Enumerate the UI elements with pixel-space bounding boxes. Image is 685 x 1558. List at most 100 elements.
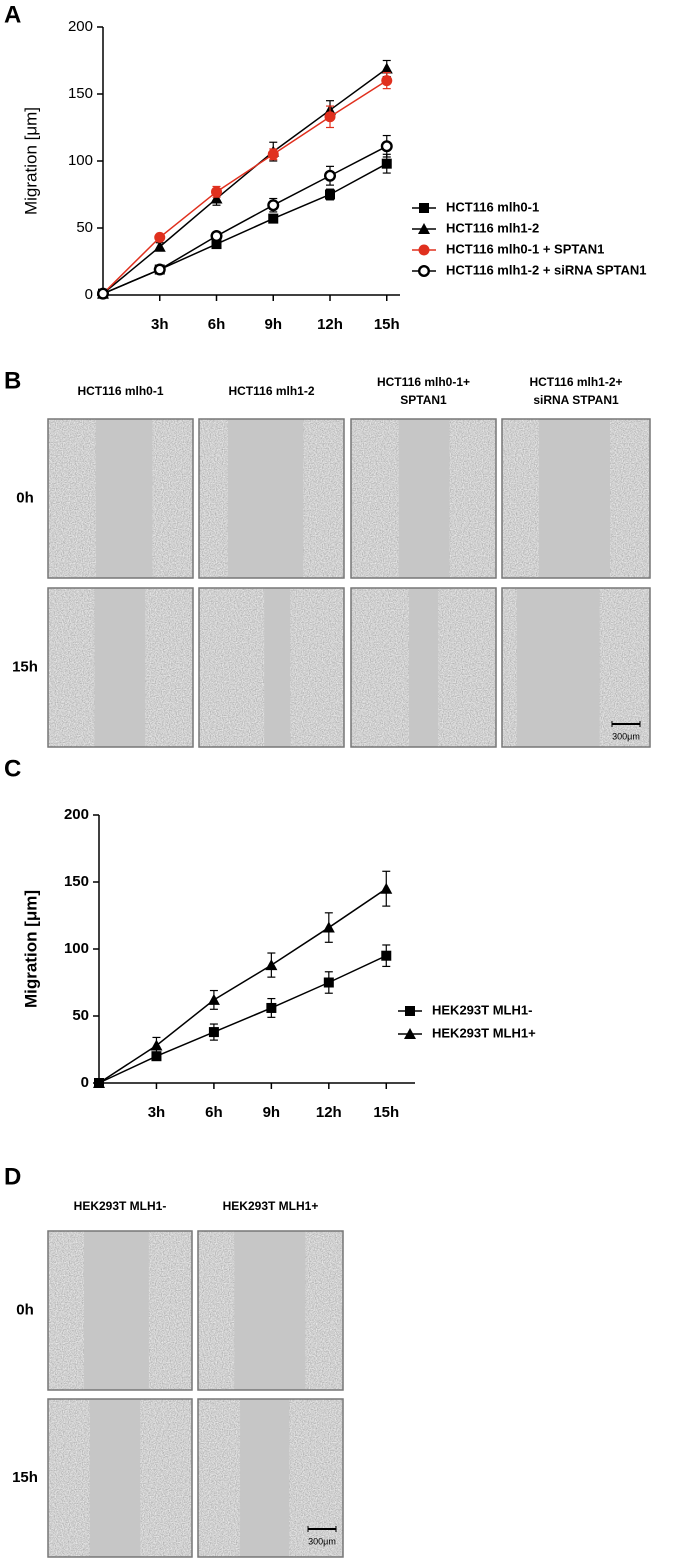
y-tick-label: 150 — [64, 873, 89, 890]
wound-gap — [516, 588, 600, 747]
row-label: 0h — [16, 489, 34, 506]
micrograph-frame — [47, 418, 194, 579]
micrograph-frame — [198, 587, 345, 748]
x-tick-label: 3h — [148, 1104, 166, 1121]
y-tick-label: 50 — [76, 219, 93, 236]
panel-label: B — [4, 367, 21, 394]
data-point — [153, 263, 166, 276]
micrograph-frame — [350, 418, 497, 579]
legend-marker — [418, 244, 430, 256]
micrograph-frame — [198, 418, 345, 579]
data-point — [208, 1027, 219, 1038]
x-tick-label: 6h — [208, 316, 226, 333]
column-header: HCT116 mlh0-1+ — [377, 375, 470, 389]
legend-marker — [418, 265, 431, 278]
column-header: HCT116 mlh1-2 — [228, 384, 314, 398]
micrograph-frame — [47, 1230, 193, 1391]
data-point — [211, 239, 222, 250]
x-tick-label: 9h — [264, 316, 282, 333]
data-point — [210, 230, 223, 243]
panel-label: A — [4, 1, 21, 28]
legend-label: HCT116 mlh1-2 — [446, 220, 539, 235]
wound-gap — [539, 419, 611, 578]
data-point — [267, 148, 279, 160]
y-tick-label: 100 — [64, 940, 89, 957]
micrograph-frame — [47, 587, 194, 748]
x-tick-label: 15h — [374, 316, 400, 333]
data-point — [154, 231, 166, 243]
y-axis-label: Migration [μm] — [21, 107, 40, 215]
micrograph-frame — [350, 587, 497, 748]
wound-gap — [228, 419, 304, 578]
wound-gap — [264, 588, 291, 747]
data-point — [381, 950, 392, 961]
series-line — [102, 145, 388, 295]
micrograph-frame — [501, 418, 651, 579]
data-point — [380, 140, 393, 153]
legend-marker — [404, 1028, 416, 1039]
y-tick-label: 100 — [68, 152, 93, 169]
x-tick-label: 12h — [316, 1104, 342, 1121]
panel-label: D — [4, 1163, 21, 1190]
wound-gap — [84, 1231, 149, 1390]
data-point — [265, 959, 278, 971]
y-tick-label: 150 — [68, 85, 93, 102]
legend-label: HEK293T MLH1+ — [432, 1025, 536, 1040]
legend-marker — [405, 1006, 415, 1016]
wound-gap — [234, 1231, 306, 1390]
data-point — [380, 882, 393, 894]
row-label: 15h — [12, 1469, 38, 1486]
legend-marker — [418, 223, 430, 234]
micrograph-frame — [501, 587, 651, 748]
y-tick-label: 0 — [85, 286, 93, 303]
wound-gap — [94, 588, 146, 747]
micrograph-frame — [47, 1398, 193, 1558]
data-point — [267, 199, 280, 212]
x-tick-label: 15h — [373, 1104, 399, 1121]
y-axis-label: Migration [μm] — [21, 890, 40, 1008]
y-tick-label: 200 — [68, 18, 93, 35]
column-header: HCT116 mlh0-1 — [77, 384, 163, 398]
column-header: HEK293T MLH1+ — [223, 1199, 319, 1213]
data-point — [207, 993, 220, 1005]
x-tick-label: 9h — [263, 1104, 281, 1121]
y-tick-label: 0 — [81, 1074, 89, 1091]
data-point — [381, 158, 392, 169]
data-point — [150, 1039, 163, 1051]
wound-gap — [398, 419, 450, 578]
column-header: SPTAN1 — [400, 393, 447, 407]
column-header: HCT116 mlh1-2+ — [529, 375, 622, 389]
legend-label: HCT116 mlh0-1 + SPTAN1 — [446, 241, 604, 256]
data-point — [153, 240, 166, 252]
data-point — [324, 169, 337, 182]
data-point — [380, 62, 393, 74]
scale-bar-label: 300μm — [612, 731, 640, 741]
series-line — [102, 67, 388, 295]
series-line — [102, 163, 388, 295]
wound-gap — [89, 1399, 141, 1557]
wound-gap — [409, 588, 438, 747]
data-point — [151, 1051, 162, 1062]
row-label: 0h — [16, 1301, 34, 1318]
data-point — [93, 1077, 105, 1088]
data-point — [210, 192, 223, 204]
series-line — [102, 79, 388, 295]
legend-marker — [419, 203, 429, 213]
legend-label: HEK293T MLH1- — [432, 1002, 532, 1017]
data-point — [324, 111, 336, 123]
y-tick-label: 50 — [72, 1007, 89, 1024]
panel-label: C — [4, 755, 21, 782]
scale-bar-label: 300μm — [308, 1536, 336, 1546]
micrograph-frame — [197, 1230, 344, 1391]
data-point — [323, 977, 334, 988]
data-point — [268, 213, 279, 224]
column-header: siRNA STPAN1 — [533, 393, 619, 407]
data-point — [325, 189, 336, 200]
legend-label: HCT116 mlh1-2 + siRNA SPTAN1 — [446, 262, 646, 277]
series-line — [98, 888, 387, 1084]
data-point — [211, 186, 223, 198]
data-point — [266, 1002, 277, 1013]
y-tick-label: 200 — [64, 806, 89, 823]
data-point — [322, 921, 335, 933]
